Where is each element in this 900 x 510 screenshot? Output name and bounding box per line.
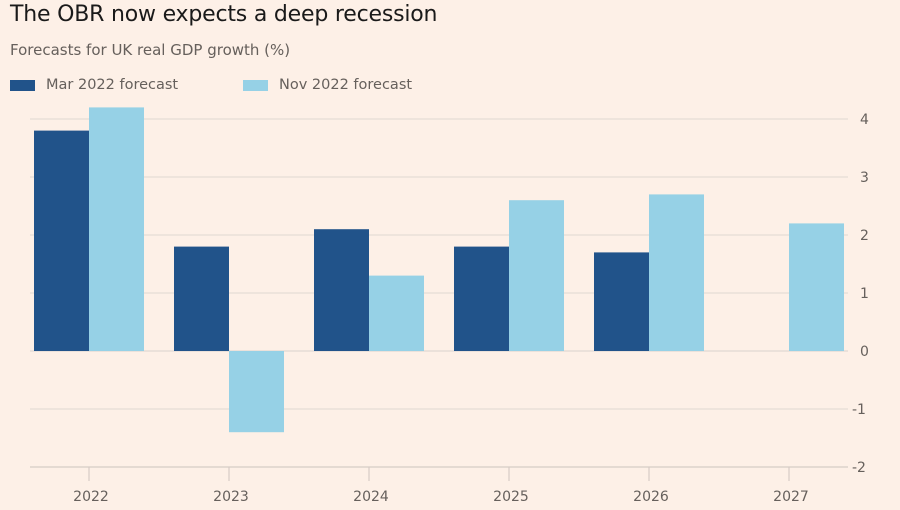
- bar-nov-2025: [509, 200, 564, 351]
- y-tick-label: -1: [852, 402, 866, 418]
- y-tick-label: 2: [860, 228, 869, 244]
- legend-swatch-nov: [243, 79, 268, 91]
- x-tick-label: 2023: [213, 489, 249, 505]
- bar-nov-2027: [789, 223, 844, 351]
- y-tick-label: 3: [860, 170, 869, 186]
- y-tick-label: -2: [852, 460, 866, 476]
- legend-item-mar: Mar 2022 forecast: [10, 77, 178, 93]
- bar-nov-2023: [229, 351, 284, 433]
- bar-nov-2022: [89, 107, 144, 352]
- bar-mar-2026: [594, 252, 649, 351]
- x-tick-label: 2027: [773, 489, 809, 505]
- bar-mar-2022: [34, 130, 89, 351]
- y-tick-label: 0: [860, 344, 869, 360]
- x-tick-label: 2025: [493, 489, 529, 505]
- bar-mar-2025: [454, 246, 509, 351]
- y-tick-label: 1: [860, 286, 869, 302]
- bar-nov-2026: [649, 194, 704, 351]
- legend-item-nov: Nov 2022 forecast: [243, 77, 412, 93]
- chart-subtitle: Forecasts for UK real GDP growth (%): [10, 41, 291, 59]
- x-tick-label: 2026: [633, 489, 669, 505]
- legend-label-mar: Mar 2022 forecast: [46, 77, 179, 93]
- chart-title: The OBR now expects a deep recession: [10, 2, 438, 27]
- bar-nov-2024: [369, 275, 424, 351]
- x-tick-label: 2022: [73, 489, 109, 505]
- legend-label-nov: Nov 2022 forecast: [279, 77, 413, 93]
- legend-swatch-mar: [10, 79, 35, 91]
- bar-mar-2024: [314, 229, 369, 351]
- x-tick-label: 2024: [353, 489, 389, 505]
- y-tick-label: 4: [860, 112, 869, 128]
- bar-mar-2023: [174, 246, 229, 351]
